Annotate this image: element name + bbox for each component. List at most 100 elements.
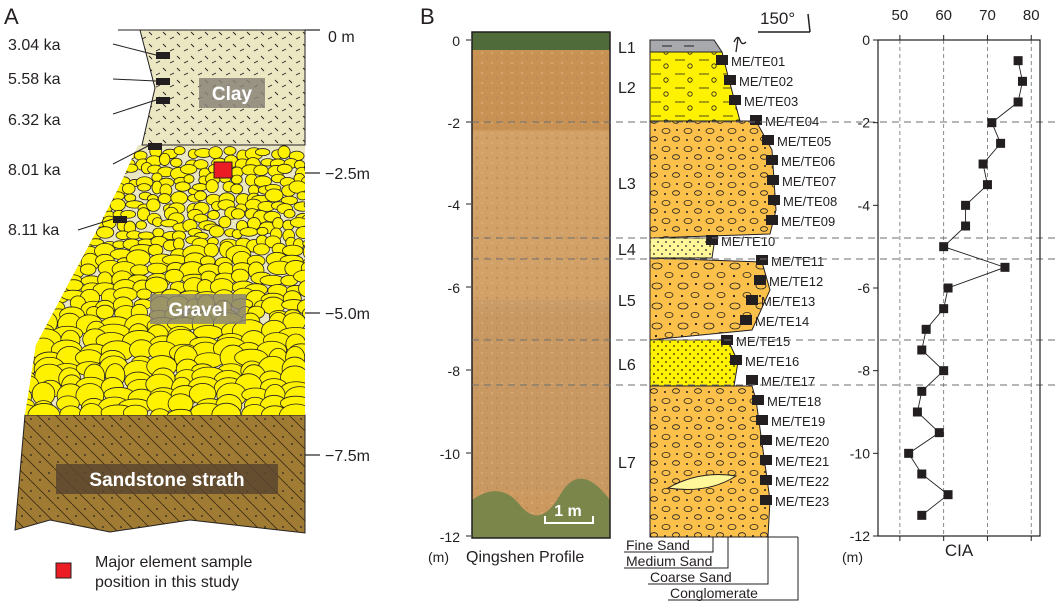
sample-markers: ME/TE01 ME/TE02 ME/TE03 ME/TE04 ME/TE05 ME/TE… (706, 54, 837, 509)
sample-label-6: ME/TE06 (781, 154, 835, 169)
cia-point-11 (1000, 262, 1010, 272)
sample-label-15: ME/TE15 (736, 334, 790, 349)
sample-label-12: ME/TE12 (769, 274, 823, 289)
sample-marker-1 (716, 55, 728, 65)
gravel-label-box (150, 294, 246, 324)
cia-point-19 (934, 428, 944, 438)
sample-marker-9 (766, 215, 778, 225)
b-depth-tick-0: 0 (452, 33, 460, 49)
cia-point-1 (1013, 56, 1023, 66)
cia-y-tick-1: -2 (858, 115, 871, 131)
cia-point-5 (996, 138, 1006, 148)
cia-plot-frame (877, 39, 1041, 537)
age-label-1: 3.04 ka (8, 37, 61, 54)
cia-point-13 (939, 304, 949, 314)
cia-x-tick-80: 80 (1023, 7, 1040, 24)
sample-label-5: ME/TE05 (777, 134, 831, 149)
sample-marker-6 (766, 155, 778, 165)
sample-label-1: ME/TE01 (731, 54, 785, 69)
sample-label-2: ME/TE02 (739, 74, 793, 89)
cia-point-20 (904, 448, 914, 458)
cia-point-2 (1017, 76, 1027, 86)
profile-photo (471, 31, 611, 539)
sample-marker-16 (730, 355, 742, 365)
age-label-2: 5.58 ka (8, 71, 61, 88)
panel-a-depth-ticks (305, 29, 320, 456)
cia-point-18 (912, 407, 922, 417)
clay-label-box (199, 78, 265, 108)
grain-conglomerate: Conglomerate (670, 585, 758, 601)
sample-label-23: ME/TE23 (775, 494, 829, 509)
sandstone-label-box (56, 464, 278, 494)
cia-y-tick-0: 0 (862, 32, 870, 48)
cia-x-tick-50: 50 (892, 7, 909, 24)
b-depth-tick-5: -10 (440, 446, 460, 462)
sample-label-17: ME/TE17 (761, 374, 815, 389)
cia-point-15 (917, 345, 927, 355)
cia-point-14 (921, 324, 931, 334)
sample-label-7: ME/TE07 (782, 174, 836, 189)
sample-marker-20 (760, 435, 772, 445)
sample-marker-4 (750, 115, 762, 125)
sample-label-22: ME/TE22 (775, 474, 829, 489)
sample-label-14: ME/TE14 (755, 314, 809, 329)
sample-label-21: ME/TE21 (775, 454, 829, 469)
sample-label-3: ME/TE03 (744, 94, 798, 109)
cia-y-tick-3: -6 (858, 280, 871, 296)
sample-marker-18 (752, 395, 764, 405)
sample-label-18: ME/TE18 (767, 394, 821, 409)
cia-x-label: CIA (945, 541, 974, 560)
cia-y-tick-6: -12 (850, 528, 870, 544)
cia-y-tick-4: -8 (858, 363, 871, 379)
cia-x-tick-70: 70 (979, 7, 996, 24)
scale-bar-label: 1 m (554, 503, 582, 520)
sample-marker-12 (754, 275, 766, 285)
legend-sample-swatch (55, 562, 72, 579)
sample-label-13: ME/TE13 (761, 294, 815, 309)
panel-b-label: B (420, 4, 435, 29)
sample-label-4: ME/TE04 (765, 114, 819, 129)
cia-point-23 (917, 510, 927, 520)
sample-marker-7 (767, 175, 779, 185)
cia-point-16 (939, 366, 949, 376)
sample-label-8: ME/TE08 (783, 194, 837, 209)
sandstone-label: Sandstone strath (89, 470, 244, 491)
b-depth-tick-2: -4 (448, 197, 461, 213)
sample-marker-23 (760, 495, 772, 505)
sample-marker-10 (706, 235, 718, 245)
cia-point-6 (978, 159, 988, 169)
depth-label-1: −2.5m (325, 166, 370, 183)
sample-marker-21 (760, 455, 772, 465)
cia-y-label: (m) (842, 549, 863, 565)
angle-label: 150° (760, 9, 795, 28)
cia-point-12 (943, 283, 953, 293)
grain-size-scale (624, 536, 799, 601)
sample-marker-5 (762, 135, 774, 145)
b-depth-unit: (m) (428, 549, 449, 565)
cia-x-tick-60: 60 (935, 7, 952, 24)
cia-y-tick-2: -4 (858, 197, 871, 213)
panel-a-sample-marker (213, 161, 233, 179)
depth-label-2: −5.0m (325, 306, 370, 323)
sample-marker-3 (729, 95, 741, 105)
sample-label-10: ME/TE10 (721, 234, 775, 249)
panel-a-label: A (4, 4, 19, 29)
cia-y-tick-5: -10 (850, 445, 870, 461)
layer-label-l7: L7 (618, 455, 636, 472)
angle-marker (758, 13, 811, 33)
sample-label-11: ME/TE11 (771, 254, 824, 269)
panel-a-gravel-clasts (25, 145, 305, 415)
layer-label-l6: L6 (618, 357, 636, 374)
cia-chart: 50 60 70 80 0 -2 -4 -6 -8 -10 -12 CIA (m) (842, 7, 1041, 565)
sample-marker-17 (746, 375, 758, 385)
b-depth-tick-1: -2 (448, 115, 461, 131)
sample-label-16: ME/TE16 (745, 354, 799, 369)
age-markers (77, 43, 170, 231)
clay-label: Clay (212, 84, 253, 105)
cia-point-4 (987, 118, 997, 128)
photo-caption: Qingshen Profile (466, 549, 584, 566)
age-label-4: 8.01 ka (8, 162, 61, 179)
sample-marker-2 (724, 75, 736, 85)
